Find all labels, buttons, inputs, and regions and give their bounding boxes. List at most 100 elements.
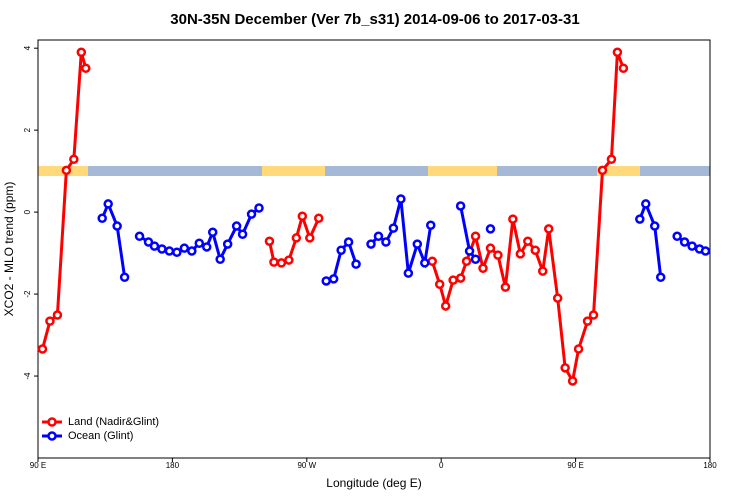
- data-point: [464, 246, 475, 256]
- x-axis-label: Longitude (deg E): [326, 476, 421, 490]
- surface-band: [38, 166, 710, 176]
- data-point: [157, 244, 167, 254]
- y-tick-label: 2: [23, 127, 32, 132]
- x-tick-label: 90 W: [297, 461, 316, 470]
- ocean-band: [38, 166, 710, 176]
- data-point: [485, 243, 496, 253]
- data-point: [246, 209, 257, 219]
- data-point: [373, 231, 384, 242]
- data-point: [461, 256, 472, 267]
- data-point: [635, 214, 645, 224]
- data-point: [403, 268, 414, 278]
- data-point: [45, 316, 55, 326]
- data-point: [655, 272, 666, 283]
- data-point: [284, 255, 294, 265]
- data-point: [119, 272, 130, 283]
- data-point: [523, 236, 533, 246]
- data-point: [470, 254, 481, 264]
- data-point: [351, 259, 361, 269]
- data-point: [588, 310, 599, 320]
- data-point: [573, 344, 584, 354]
- data-point: [381, 237, 391, 247]
- data-point: [543, 224, 554, 234]
- data-point: [700, 246, 711, 256]
- data-point: [396, 194, 406, 204]
- data-point: [485, 224, 496, 234]
- data-point: [425, 220, 436, 230]
- data-point: [149, 241, 160, 251]
- data-point: [37, 344, 48, 354]
- land-band: [597, 166, 640, 176]
- data-point: [187, 246, 197, 256]
- x-tick-label: 180: [703, 461, 717, 470]
- data-point: [164, 246, 175, 256]
- data-point: [567, 376, 578, 386]
- y-axis-label: XCO2 - MLO trend (ppm): [2, 182, 16, 317]
- data-point: [305, 233, 315, 243]
- data-point: [112, 221, 122, 231]
- data-point: [52, 310, 63, 320]
- data-point: [134, 231, 145, 242]
- data-point: [493, 250, 503, 260]
- data-point: [597, 165, 608, 176]
- data-point: [194, 238, 205, 249]
- legend-marker: [47, 417, 57, 427]
- data-point: [537, 266, 548, 276]
- data-point: [427, 256, 437, 267]
- data-point: [69, 154, 79, 165]
- data-point: [97, 213, 107, 224]
- plot-frame: [37, 39, 711, 459]
- data-point: [420, 258, 430, 268]
- data-point: [336, 245, 346, 255]
- data-point: [641, 199, 651, 209]
- legend-label: Ocean (Glint): [68, 430, 133, 442]
- data-point: [103, 199, 113, 209]
- data-point: [313, 213, 324, 224]
- y-tick-label: -4: [23, 372, 32, 380]
- data-point: [231, 221, 242, 231]
- data-point: [560, 363, 570, 373]
- y-tick-label: 4: [23, 45, 32, 50]
- data-point: [448, 275, 458, 285]
- data-point: [343, 237, 354, 247]
- x-tick-label: 90 E: [567, 461, 583, 470]
- data-point: [76, 47, 87, 58]
- data-point: [366, 239, 376, 249]
- data-point: [291, 233, 302, 243]
- data-point: [679, 237, 690, 247]
- y-tick-label: 0: [23, 209, 32, 214]
- data-point: [530, 245, 541, 255]
- data-point: [81, 63, 91, 74]
- data-point: [61, 165, 72, 176]
- data-point: [649, 221, 660, 231]
- y-tick-label: -2: [23, 290, 32, 298]
- x-tick-label: 180: [166, 461, 180, 470]
- x-tick-label: 0: [439, 461, 444, 470]
- data-point: [412, 239, 423, 249]
- land-band: [428, 166, 497, 176]
- data-point: [207, 227, 218, 237]
- data-point: [606, 154, 617, 165]
- data-point: [172, 247, 182, 258]
- data-point: [264, 236, 275, 246]
- x-tick-label: 90 E: [30, 461, 46, 470]
- data-point: [552, 293, 563, 303]
- data-point: [508, 214, 518, 224]
- data-point: [222, 239, 233, 249]
- data-point: [455, 273, 466, 283]
- data-point: [254, 203, 264, 213]
- data-point: [440, 301, 451, 311]
- land-band: [262, 166, 325, 176]
- data-point: [276, 258, 287, 268]
- data-point: [328, 274, 339, 284]
- data-point: [237, 229, 248, 239]
- data-point: [687, 241, 697, 251]
- data-point: [388, 223, 399, 233]
- data-point: [470, 231, 481, 242]
- data-point: [215, 254, 225, 264]
- data-point: [201, 242, 212, 252]
- data-point: [434, 279, 445, 289]
- data-point: [612, 47, 623, 58]
